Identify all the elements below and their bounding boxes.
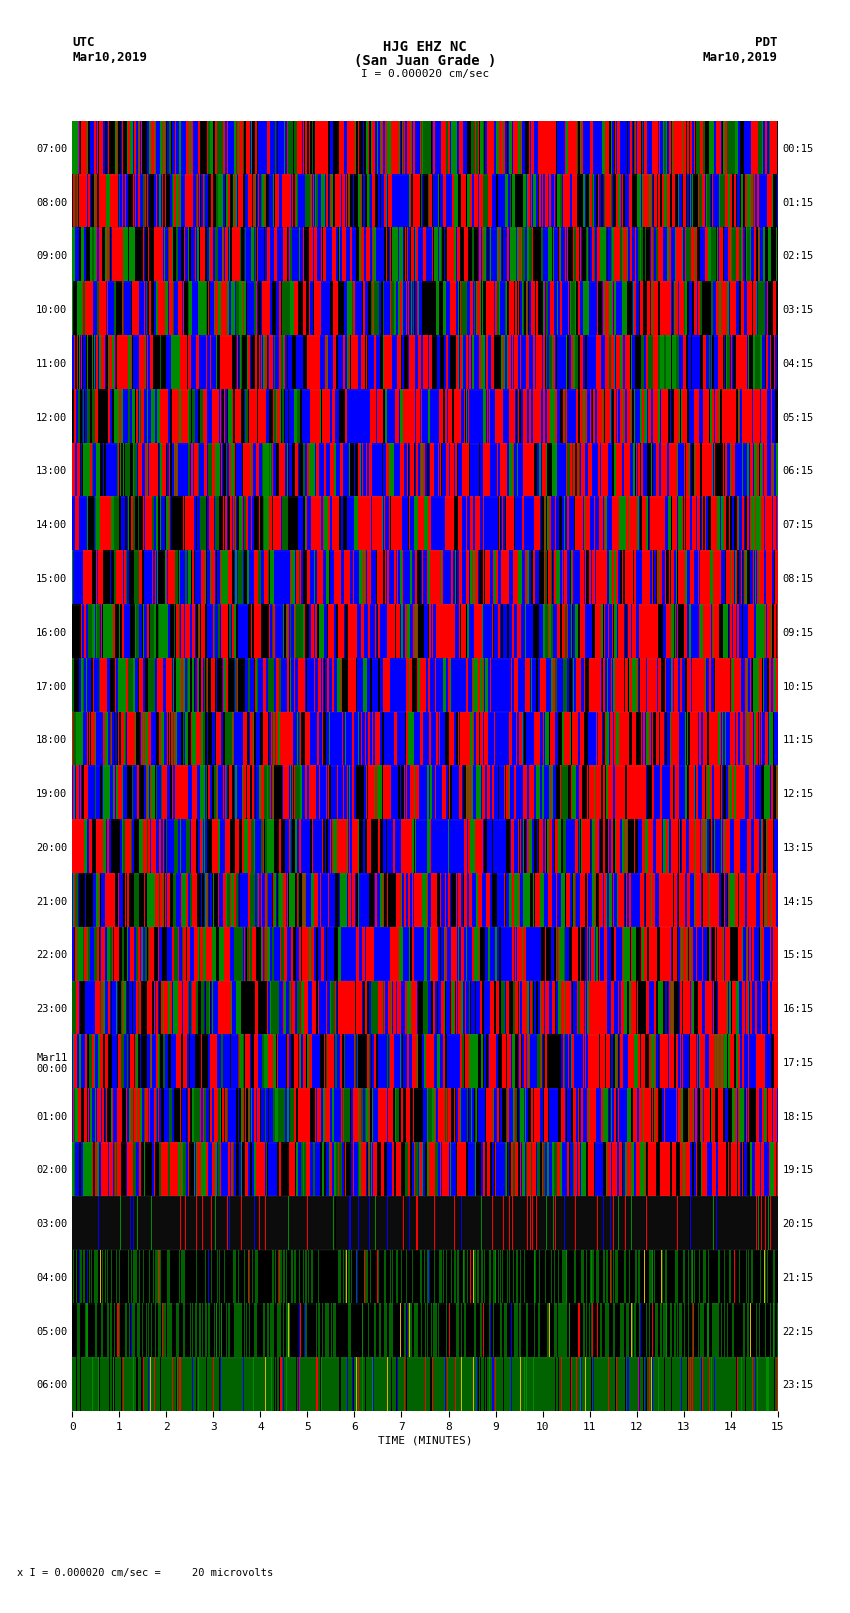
Text: Mar10,2019: Mar10,2019 (703, 50, 778, 65)
Text: PDT: PDT (756, 37, 778, 50)
Text: x I = 0.000020 cm/sec =     20 microvolts: x I = 0.000020 cm/sec = 20 microvolts (17, 1568, 273, 1578)
Text: HJG EHZ NC: HJG EHZ NC (383, 39, 467, 53)
Text: UTC: UTC (72, 37, 94, 50)
Text: Mar10,2019: Mar10,2019 (72, 50, 147, 65)
Text: I = 0.000020 cm/sec: I = 0.000020 cm/sec (361, 69, 489, 79)
Text: (San Juan Grade ): (San Juan Grade ) (354, 53, 496, 68)
X-axis label: TIME (MINUTES): TIME (MINUTES) (377, 1436, 473, 1445)
